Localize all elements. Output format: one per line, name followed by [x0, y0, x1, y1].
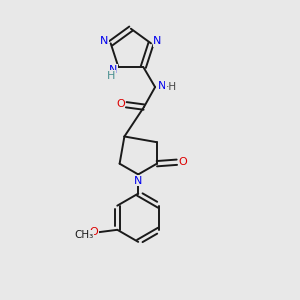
- Text: ·H: ·H: [165, 82, 177, 92]
- Text: N: N: [153, 36, 162, 46]
- Text: O: O: [178, 157, 187, 167]
- Text: O: O: [89, 227, 98, 237]
- Text: N: N: [134, 176, 142, 186]
- Text: CH₃: CH₃: [74, 230, 93, 240]
- Text: O: O: [116, 99, 125, 109]
- Text: H: H: [107, 71, 115, 81]
- Text: N: N: [158, 81, 166, 91]
- Text: N: N: [109, 65, 117, 75]
- Text: N: N: [100, 36, 108, 46]
